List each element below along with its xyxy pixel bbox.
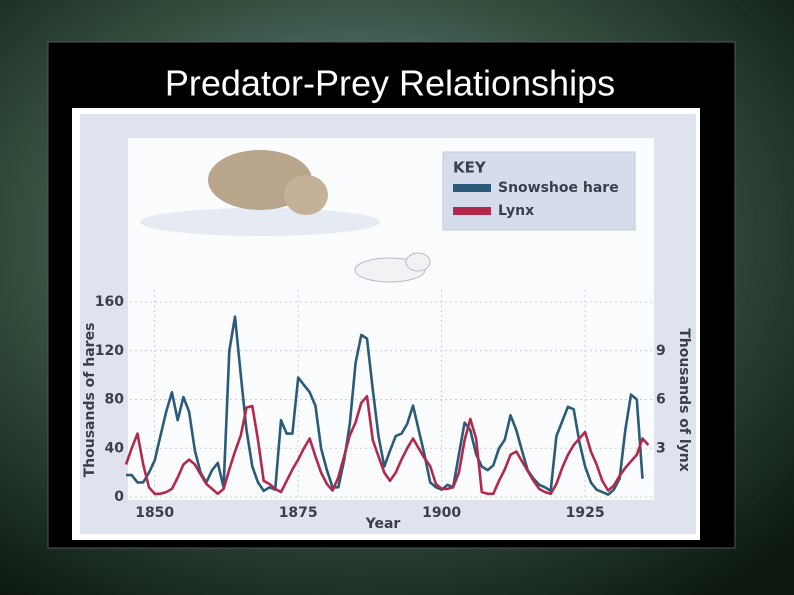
legend-swatch: [453, 207, 491, 215]
y-axis-title: Thousands of hares: [82, 323, 98, 478]
series-line: [126, 315, 644, 496]
series-line: [124, 395, 650, 496]
x-axis-title: Year: [365, 516, 401, 532]
x-tick-label: 1875: [279, 505, 318, 521]
y-tick-label: 160: [95, 294, 124, 310]
hare-head: [405, 252, 431, 272]
y-tick-label: 120: [95, 343, 124, 359]
x-tick-label: 1850: [135, 505, 174, 521]
snow: [140, 208, 380, 236]
legend-title: KEY: [453, 159, 487, 177]
y2-tick-label: 9: [656, 343, 666, 359]
legend-label: Snowshoe hare: [498, 180, 619, 196]
illustration: [140, 150, 431, 283]
y-tick-label: 40: [105, 440, 125, 456]
legend-label: Lynx: [498, 203, 534, 219]
x-tick-label: 1925: [566, 505, 605, 521]
legend-box: [442, 151, 636, 231]
lynx-head: [284, 175, 328, 215]
x-tick-label: 1900: [422, 505, 461, 521]
y2-axis-title: Thousands of lynx: [676, 328, 692, 472]
y2-tick-label: 3: [656, 440, 666, 456]
y-tick-label: 80: [105, 392, 125, 408]
legend-swatch: [453, 184, 491, 192]
y2-tick-label: 6: [656, 392, 666, 408]
slide-title: Predator-Prey Relationships: [165, 63, 615, 104]
y-tick-label: 0: [114, 489, 124, 505]
